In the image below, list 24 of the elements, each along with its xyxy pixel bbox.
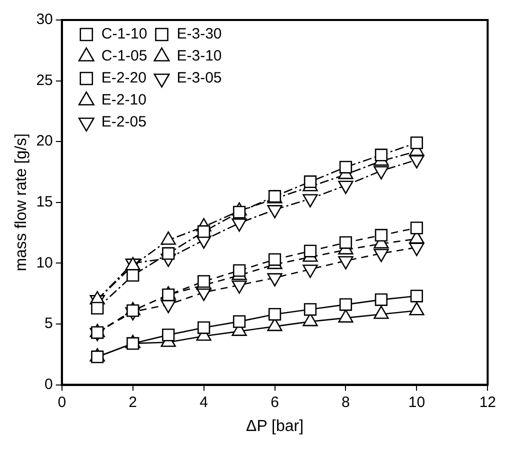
legend-label: E-2-20: [101, 70, 146, 87]
x-tick-label: 4: [200, 394, 208, 411]
x-tick-label: 10: [408, 394, 426, 411]
y-tick-label: 10: [36, 254, 53, 272]
y-axis-title: mass flow rate [g/s]: [13, 133, 30, 272]
y-tick-label: 20: [36, 132, 53, 150]
legend-label: E-3-10: [176, 48, 222, 65]
x-tick-label: 6: [270, 394, 279, 411]
legend-label: E-2-10: [101, 92, 146, 109]
x-tick-label: 0: [58, 394, 66, 411]
y-tick-label: 25: [36, 72, 53, 89]
y-tick-label: 5: [44, 315, 53, 332]
legend-label: E-2-05: [101, 114, 146, 131]
x-tick-label: 12: [479, 394, 496, 411]
x-tick-label: 8: [342, 394, 350, 411]
x-axis-title: ΔP [bar]: [246, 418, 304, 435]
y-tick-label: 30: [36, 11, 53, 28]
legend-label: C-1-05: [101, 48, 148, 65]
legend-label: E-3-05: [176, 70, 222, 87]
y-tick-label: 0: [44, 376, 53, 393]
legend-label: C-1-10: [101, 26, 148, 43]
legend-label: E-3-30: [176, 26, 222, 43]
y-tick-label: 15: [36, 194, 53, 211]
x-tick-label: 2: [128, 394, 138, 411]
